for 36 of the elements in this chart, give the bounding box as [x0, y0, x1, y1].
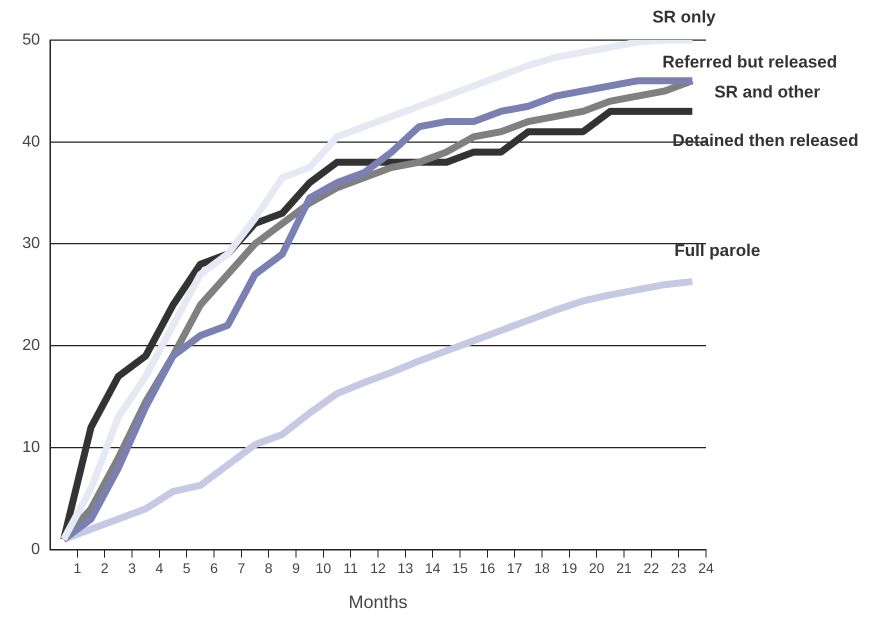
x-tick-label: 23	[670, 560, 687, 576]
x-tick-label: 9	[292, 560, 300, 576]
x-tick-label: 16	[480, 560, 496, 576]
x-tick-label: 21	[616, 560, 632, 576]
x-tick-label: 17	[506, 560, 523, 576]
x-tick-label: 12	[370, 560, 386, 576]
x-tick-label: 3	[128, 560, 136, 576]
x-tick-label: 20	[588, 560, 605, 576]
y-tick-label: 30	[22, 235, 40, 252]
x-tick-label: 15	[452, 560, 468, 576]
series-label: SR and other	[714, 82, 820, 102]
y-tick-label: 0	[31, 541, 40, 558]
x-tick-label: 2	[100, 560, 109, 576]
y-tick-label: 10	[22, 439, 40, 456]
x-tick-label: 22	[644, 560, 660, 576]
x-tick-label: 11	[343, 560, 358, 576]
y-tick-label: 40	[22, 133, 40, 150]
series-label: Detained then released	[672, 131, 858, 150]
x-tick-label: 4	[155, 560, 164, 576]
x-tick-label: 6	[210, 560, 218, 576]
x-tick-label: 1	[73, 560, 82, 576]
x-tick-label: 7	[237, 560, 246, 576]
x-tick-label: 19	[562, 560, 578, 576]
x-tick-label: 14	[424, 560, 441, 576]
x-tick-label: 13	[398, 560, 414, 576]
x-tick-label: 5	[182, 560, 191, 576]
x-tick-label: 8	[264, 560, 273, 576]
x-axis-title: Months	[348, 592, 408, 612]
series-label: Referred but released	[662, 52, 838, 72]
y-tick-label: 20	[22, 337, 40, 354]
x-tick-label: 18	[534, 560, 550, 576]
x-tick-label: 24	[698, 560, 714, 576]
series-label: Full parole	[674, 241, 760, 260]
y-tick-label: 50	[22, 31, 40, 48]
x-tick-label: 10	[316, 560, 332, 576]
series-label: SR only	[652, 8, 716, 27]
